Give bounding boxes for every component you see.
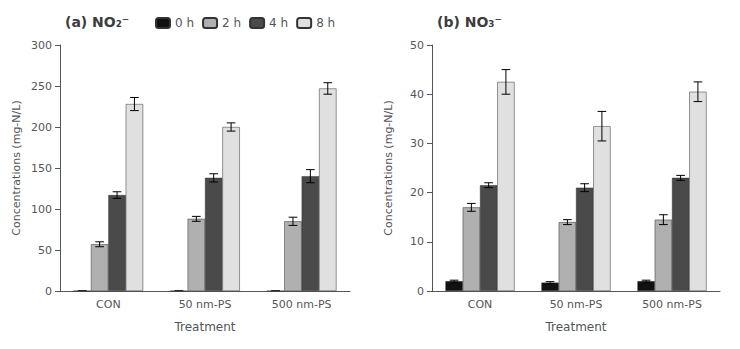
svg-text:CON: CON [96, 298, 121, 311]
svg-text:10: 10 [410, 235, 424, 248]
svg-text:100: 100 [31, 203, 52, 216]
svg-text:300: 300 [31, 39, 52, 52]
svg-text:50: 50 [410, 39, 424, 52]
svg-text:Concentrations (mg-N/L): Concentrations (mg-N/L) [382, 100, 395, 235]
svg-text:0 h: 0 h [175, 16, 194, 30]
svg-text:20: 20 [410, 186, 424, 199]
svg-text:50 nm-PS: 50 nm-PS [179, 298, 232, 311]
svg-text:50 nm-PS: 50 nm-PS [550, 298, 603, 311]
svg-text:8 h: 8 h [316, 16, 335, 30]
svg-text:150: 150 [31, 162, 52, 175]
svg-text:500 nm-PS: 500 nm-PS [642, 298, 702, 311]
svg-text:Treatment: Treatment [173, 320, 235, 334]
svg-text:30: 30 [410, 137, 424, 150]
svg-text:(b) NO₃⁻: (b) NO₃⁻ [437, 14, 502, 30]
svg-text:500 nm-PS: 500 nm-PS [272, 298, 332, 311]
svg-text:2 h: 2 h [222, 16, 241, 30]
svg-text:200: 200 [31, 121, 52, 134]
svg-text:50: 50 [38, 244, 52, 257]
svg-text:0: 0 [417, 285, 424, 298]
svg-text:40: 40 [410, 88, 424, 101]
svg-text:250: 250 [31, 80, 52, 93]
svg-text:Treatment: Treatment [544, 320, 606, 334]
svg-text:0: 0 [45, 285, 52, 298]
svg-text:Concentrations (mg-N/L): Concentrations (mg-N/L) [10, 100, 23, 235]
svg-text:4 h: 4 h [269, 16, 288, 30]
svg-text:CON: CON [468, 298, 493, 311]
svg-text:(a) NO₂⁻: (a) NO₂⁻ [65, 14, 129, 30]
